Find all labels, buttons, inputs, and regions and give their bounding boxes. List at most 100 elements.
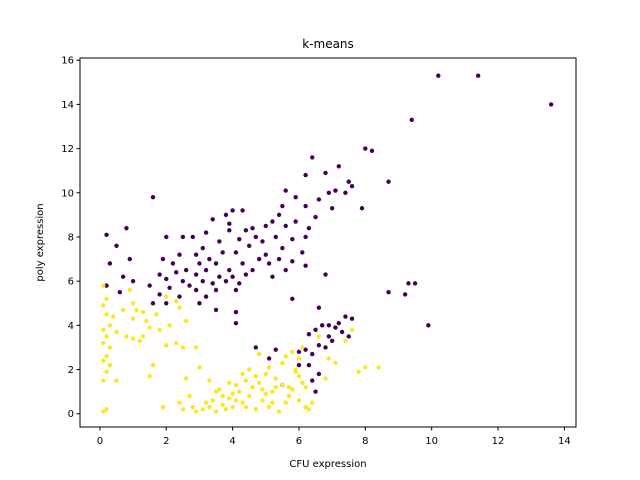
data-point-cluster-0 [276, 212, 282, 218]
data-point-cluster-0 [313, 389, 318, 394]
data-point-cluster-1 [213, 409, 219, 414]
data-point-cluster-1 [130, 316, 136, 321]
data-point-cluster-1 [250, 385, 255, 390]
data-point-cluster-1 [363, 365, 368, 370]
x-tick-label: 2 [163, 436, 169, 447]
data-point-cluster-1 [160, 404, 166, 410]
data-point-cluster-1 [300, 380, 305, 386]
data-point-cluster-0 [104, 232, 109, 237]
data-point-cluster-1 [247, 367, 252, 372]
data-point-cluster-0 [409, 117, 414, 123]
data-point-cluster-0 [177, 252, 182, 257]
data-point-cluster-1 [270, 389, 275, 394]
data-point-cluster-1 [266, 404, 272, 410]
data-point-cluster-1 [174, 298, 179, 304]
data-point-cluster-0 [303, 172, 308, 178]
data-point-cluster-0 [310, 378, 315, 383]
data-point-cluster-0 [150, 301, 156, 306]
data-point-cluster-0 [213, 287, 219, 293]
data-point-cluster-0 [323, 272, 328, 277]
data-point-cluster-0 [426, 323, 431, 328]
data-point-cluster-0 [220, 250, 225, 255]
data-point-cluster-0 [250, 225, 255, 231]
data-point-cluster-1 [247, 393, 252, 399]
data-point-cluster-0 [150, 195, 156, 200]
data-point-cluster-1 [127, 287, 132, 293]
data-point-cluster-1 [197, 365, 202, 370]
data-point-cluster-0 [193, 287, 199, 293]
x-tick-label: 6 [296, 436, 302, 447]
x-tick-label: 8 [362, 436, 368, 447]
data-point-cluster-0 [124, 225, 129, 231]
data-point-cluster-0 [217, 274, 222, 279]
data-point-cluster-0 [233, 309, 239, 315]
data-point-cluster-0 [386, 290, 391, 295]
data-point-cluster-1 [114, 329, 119, 335]
data-point-cluster-1 [104, 312, 109, 317]
data-point-cluster-1 [213, 389, 219, 394]
data-point-cluster-0 [203, 294, 209, 299]
data-point-cluster-1 [144, 318, 149, 324]
data-point-cluster-1 [280, 382, 285, 388]
data-point-cluster-1 [220, 402, 225, 408]
data-point-cluster-1 [256, 351, 262, 357]
data-point-cluster-1 [137, 338, 142, 344]
data-point-cluster-1 [240, 371, 245, 377]
data-point-cluster-0 [180, 234, 186, 240]
data-point-cluster-0 [323, 345, 328, 350]
data-point-cluster-1 [323, 376, 328, 381]
data-point-cluster-1 [124, 334, 129, 339]
data-point-cluster-0 [310, 155, 315, 160]
data-point-cluster-1 [230, 404, 235, 410]
data-point-cluster-1 [306, 407, 312, 412]
data-point-cluster-1 [164, 294, 169, 299]
data-point-cluster-0 [270, 219, 275, 224]
y-tick-label: 2 [68, 365, 74, 376]
data-point-cluster-0 [386, 179, 391, 184]
data-point-cluster-0 [276, 256, 282, 262]
data-point-cluster-1 [227, 396, 232, 401]
data-point-cluster-0 [240, 208, 245, 213]
data-point-cluster-0 [180, 278, 186, 284]
data-point-cluster-1 [110, 314, 116, 319]
data-point-cluster-0 [283, 267, 288, 273]
points-layer [101, 73, 554, 414]
data-point-cluster-0 [346, 334, 351, 339]
data-point-cluster-1 [300, 345, 305, 350]
data-point-cluster-1 [177, 305, 182, 310]
data-point-cluster-1 [167, 323, 172, 328]
data-point-cluster-1 [286, 385, 292, 390]
data-point-cluster-0 [217, 239, 222, 244]
data-point-cluster-1 [296, 373, 302, 379]
data-point-cluster-0 [147, 283, 152, 288]
data-point-cluster-0 [233, 250, 239, 255]
data-point-cluster-1 [101, 283, 106, 288]
data-point-cluster-1 [256, 380, 262, 386]
data-point-cluster-0 [223, 278, 229, 284]
data-point-cluster-0 [253, 345, 259, 350]
data-point-cluster-0 [237, 281, 242, 286]
data-point-cluster-0 [273, 234, 278, 240]
data-point-cluster-1 [207, 404, 212, 410]
data-point-cluster-0 [412, 281, 418, 286]
data-point-cluster-0 [213, 307, 219, 313]
data-point-cluster-0 [303, 263, 308, 268]
data-point-cluster-1 [296, 398, 302, 403]
data-point-cluster-0 [174, 270, 179, 275]
data-point-cluster-0 [336, 164, 341, 169]
data-point-cluster-0 [306, 332, 312, 337]
data-point-cluster-0 [227, 267, 232, 273]
data-point-cluster-0 [475, 73, 481, 78]
data-point-cluster-1 [283, 400, 288, 405]
data-point-cluster-0 [283, 223, 288, 229]
data-point-cluster-0 [280, 203, 285, 209]
data-point-cluster-0 [203, 267, 209, 273]
data-point-cluster-1 [237, 389, 242, 394]
data-point-cluster-1 [183, 376, 189, 381]
x-tick-label: 4 [229, 436, 235, 447]
y-tick-label: 16 [61, 56, 74, 67]
data-point-cluster-0 [197, 261, 202, 266]
data-point-cluster-1 [193, 409, 199, 414]
data-point-cluster-0 [293, 219, 298, 224]
